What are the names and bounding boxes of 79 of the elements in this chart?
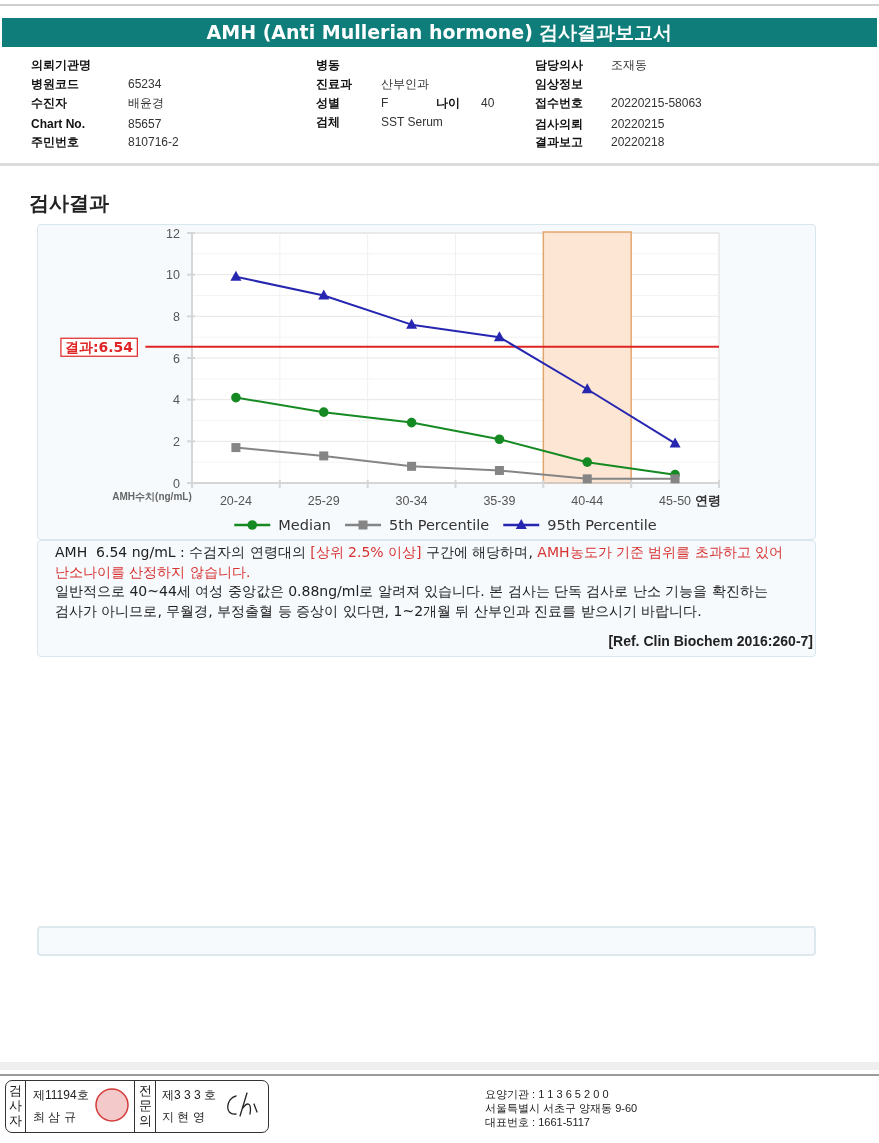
text: 의뢰기관명 [31,57,91,73]
text: AMH 6.54 ng/mL : 수검자의 연령대의 [55,544,306,560]
x-tick-label: 25-29 [307,494,340,508]
text: F [381,95,389,111]
text: 수진자 [31,95,67,111]
y-tick-label: 0 [173,476,181,491]
point [406,417,417,428]
legend-label: Median [278,517,332,533]
point [494,434,505,445]
text: 병원코드 [31,76,79,92]
text: 조재동 [611,57,647,73]
point [670,474,680,484]
x-axis-title: 연령 [695,493,721,508]
point [318,407,329,417]
text: [상위 2.5% 이상] [310,544,422,560]
x-tick-label: 35-39 [483,494,516,508]
point [669,437,681,448]
x-tick-label: 40-44 [571,494,604,508]
text: 구간에 해당하며, [426,544,533,560]
legend-label: 5th Percentile [389,517,490,533]
point [231,392,241,403]
chart-subtitle: 검사결과 [29,191,109,216]
text: 배윤경 [128,95,164,111]
text: 검체 [316,114,340,130]
point [493,331,505,342]
ref-line-label: 결과:6.54 [64,339,134,356]
text: 제3 3 3 호 [162,1087,217,1103]
text: 20220215 [611,116,665,132]
text: 병동 [316,57,340,73]
text: Chart No. [31,116,85,132]
text: 85657 [128,116,162,132]
point [319,451,329,461]
text: 결과보고 [535,134,583,150]
text: 서울특별시 서초구 양재동 9-60 [485,1101,638,1115]
text: 검사자 [7,1083,23,1128]
x-tick-label: 45-50 [659,494,692,508]
text: 65234 [128,76,162,92]
text: 주민번호 [31,134,79,150]
chart-title: AMH (Anti Mullerian hormone) 검사결과보고서 [2,18,877,47]
text: 나이 [436,95,460,111]
y-tick-label: 12 [166,226,181,241]
x-tick-label: 30-34 [395,494,428,508]
x-tick-label: 20-24 [219,494,252,508]
text: 대표번호 : 1661-5117 [485,1115,590,1129]
y-tick-label: 8 [173,309,181,324]
text: SST Serum [381,114,443,130]
text: 요양기관 : 1 1 3 6 5 2 0 0 [485,1087,609,1101]
text: 임상정보 [535,76,583,92]
text: 진료과 [316,76,352,92]
y-tick-label: 10 [166,268,181,283]
text: 검사의뢰 [535,116,583,132]
y-tick-label: 4 [173,393,181,408]
point [230,270,242,281]
legend-label: 95th Percentile [547,517,657,533]
text: 제11194호 [33,1087,89,1103]
point [582,457,593,467]
text: 40 [481,95,495,111]
text: 전문의 [137,1083,153,1128]
text: [Ref. Clin Biochem 2016:260-7] [607,632,813,651]
text: 810716-2 [128,134,179,150]
text: 담당의사 [535,57,583,73]
point [406,318,418,329]
point [582,474,592,484]
text: 20220218 [611,134,665,150]
text: 최 삼 규 [33,1109,76,1125]
point [494,466,504,475]
y-tick-label: 2 [173,434,181,449]
text: 접수번호 [535,95,583,111]
text: 지 현 영 [162,1109,205,1125]
y-tick-label: 6 [173,351,181,366]
y-axis-title: AMH수치(ng/mL) [112,491,192,502]
text: 20220215-58063 [611,95,702,111]
point [581,383,593,394]
point [318,289,330,300]
text: 성별 [316,95,340,111]
point [231,443,241,453]
point [407,461,417,471]
text: 일반적으로 40~44세 여성 중앙값은 0.88ng/ml로 알려져 있습니다. 본 검사는 단독 검사로 난소 기능을 확진하는 검사가 아니므로, 무월경, 부정출혈 등 증상이 있다면, 1~2개월 뒤 산부인과 진료를 받으시기 바랍니다. [55,582,769,621]
text: 산부인과 [381,76,429,92]
